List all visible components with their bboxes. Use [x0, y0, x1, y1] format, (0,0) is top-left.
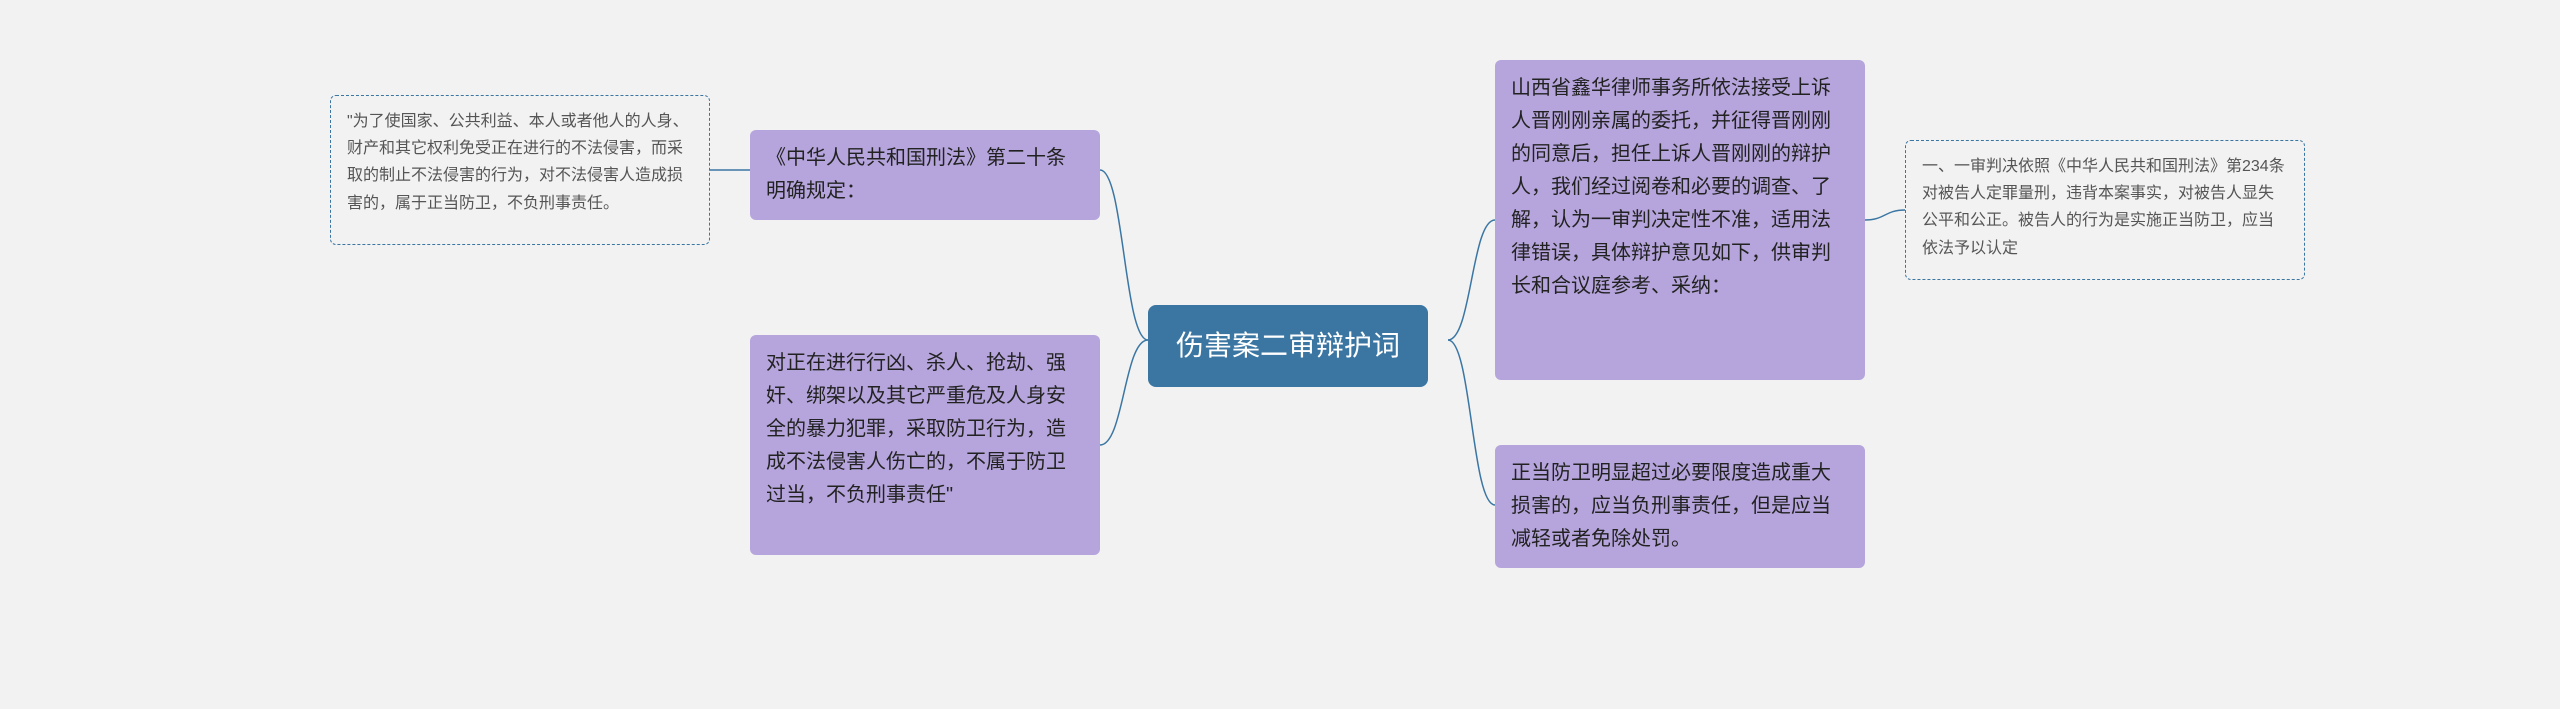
center-node: 伤害案二审辩护词: [1148, 305, 1428, 387]
node-text: 对正在进行行凶、杀人、抢劫、强奸、绑架以及其它严重危及人身安全的暴力犯罪，采取防…: [766, 352, 1066, 506]
mindmap-node-far_right_dashed: 一、一审判决依照《中华人民共和国刑法》第234条对被告人定罪量刑，违背本案事实，…: [1905, 140, 2305, 280]
mindmap-node-left_top_purple: 《中华人民共和国刑法》第二十条明确规定：: [750, 130, 1100, 220]
node-text: 一、一审判决依照《中华人民共和国刑法》第234条对被告人定罪量刑，违背本案事实，…: [1922, 158, 2285, 257]
center-label: 伤害案二审辩护词: [1176, 330, 1400, 361]
node-text: 正当防卫明显超过必要限度造成重大损害的，应当负刑事责任，但是应当减轻或者免除处罚…: [1511, 462, 1831, 550]
mindmap-node-far_left_dashed: "为了使国家、公共利益、本人或者他人的人身、财产和其它权利免受正在进行的不法侵害…: [330, 95, 710, 245]
mindmap-node-left_bottom_purple: 对正在进行行凶、杀人、抢劫、强奸、绑架以及其它严重危及人身安全的暴力犯罪，采取防…: [750, 335, 1100, 555]
node-text: "为了使国家、公共利益、本人或者他人的人身、财产和其它权利免受正在进行的不法侵害…: [347, 113, 689, 212]
mindmap-node-right_top_purple: 山西省鑫华律师事务所依法接受上诉人晋刚刚亲属的委托，并征得晋刚刚的同意后，担任上…: [1495, 60, 1865, 380]
node-text: 《中华人民共和国刑法》第二十条明确规定：: [766, 147, 1066, 202]
node-text: 山西省鑫华律师事务所依法接受上诉人晋刚刚亲属的委托，并征得晋刚刚的同意后，担任上…: [1511, 77, 1831, 297]
mindmap-node-right_bottom_purple: 正当防卫明显超过必要限度造成重大损害的，应当负刑事责任，但是应当减轻或者免除处罚…: [1495, 445, 1865, 568]
